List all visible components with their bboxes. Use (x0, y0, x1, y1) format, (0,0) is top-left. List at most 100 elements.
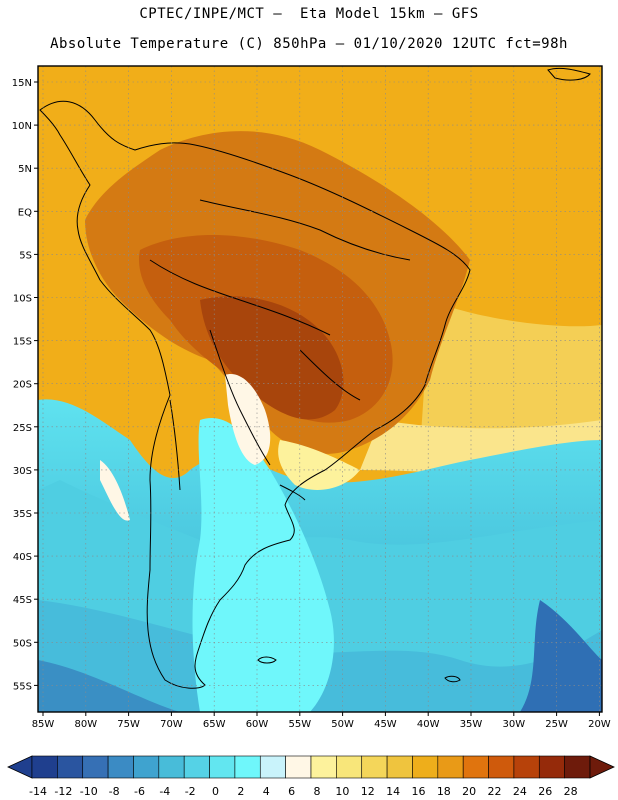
longitude-labels: 85W 80W 75W 70W 65W 60W 55W 50W 45W 40W 35W 30W 25W 2… (32, 712, 611, 730)
colorbar-swatch (133, 755, 160, 779)
lat-label: 45S (13, 595, 32, 606)
colorbar-swatch (361, 755, 388, 779)
colorbar-left-arrow (7, 755, 33, 779)
map-frame (37, 65, 603, 713)
colorbar-label: 0 (212, 785, 219, 798)
latitude-labels: 15N 10N 5N EQ 5S 10S 15S 20S 25S 30S 35S 40S 45S 50S 5… (12, 78, 38, 692)
colorbar-label: -12 (54, 785, 72, 798)
colorbar-label: 18 (437, 785, 451, 798)
colorbar-label: -4 (159, 785, 170, 798)
lon-label: 60W (246, 719, 269, 730)
lat-label: 10S (13, 294, 32, 305)
colorbar-swatch (336, 755, 363, 779)
colorbar-label: 10 (335, 785, 349, 798)
lat-label: 5S (19, 250, 32, 261)
caribbean-islands (547, 67, 591, 81)
cyan-core (192, 418, 334, 712)
colorbar-label: 28 (564, 785, 578, 798)
lon-label: 40W (417, 719, 440, 730)
colorbar-right-arrow (589, 755, 615, 779)
pale-tongue (225, 374, 271, 465)
colorbar-label: -10 (80, 785, 98, 798)
colorbar-swatch (564, 755, 591, 779)
rio-de-la-plata (279, 484, 306, 501)
lat-label: 35S (13, 509, 32, 520)
cold-band-3 (38, 660, 180, 712)
colorbar-label: 26 (538, 785, 552, 798)
colorbar-swatch (462, 755, 489, 779)
border-2 (149, 259, 331, 336)
colorbar-swatch (437, 755, 464, 779)
colorbar-swatch (107, 755, 134, 779)
lat-label: EQ (18, 207, 32, 218)
colorbar-label: -14 (29, 785, 47, 798)
south-georgia (444, 675, 461, 683)
border-1 (199, 199, 411, 261)
colorbar-label: -2 (185, 785, 196, 798)
colorbar-label: 6 (288, 785, 295, 798)
lat-label: 30S (13, 466, 32, 477)
lat-label: 15S (13, 337, 32, 348)
lon-label: 20W (588, 719, 611, 730)
falklands (257, 656, 277, 664)
lon-label: 85W (32, 719, 55, 730)
lon-label: 65W (203, 719, 226, 730)
colorbar-swatch (513, 755, 540, 779)
colorbar-swatch (209, 755, 236, 779)
colorbar: -14 -12 -10 -8 -6 -4 -2 0 2 4 6 8 10 12 14 16 18 20 22 24 26… (7, 755, 615, 798)
south-america-outline (39, 100, 471, 689)
subtropical-yellow-band (420, 300, 602, 460)
colorbar-label: 16 (411, 785, 425, 798)
colorbar-label: -8 (109, 785, 120, 798)
uruguay-pale (278, 440, 360, 490)
colorbar-label: 12 (361, 785, 375, 798)
lon-label: 80W (74, 719, 97, 730)
colorbar-label: 8 (314, 785, 321, 798)
colorbar-swatch (82, 755, 109, 779)
lon-label: 75W (117, 719, 140, 730)
colorbar-swatch (538, 755, 565, 779)
colorbar-swatch (310, 755, 337, 779)
colorbar-swatch (234, 755, 261, 779)
map-subtitle: Absolute Temperature (C) 850hPa – 01/10/… (50, 36, 568, 52)
lon-label: 70W (160, 719, 183, 730)
lon-label: 50W (331, 719, 354, 730)
colorbar-swatch (183, 755, 210, 779)
border-3 (209, 329, 271, 466)
continent-very-hot (200, 296, 344, 420)
colorbar-swatch (488, 755, 515, 779)
cold-band-4 (520, 600, 602, 712)
lon-label: 30W (502, 719, 525, 730)
lat-label: 55S (13, 681, 32, 692)
lat-label: 15N (12, 78, 32, 89)
colorbar-label: 20 (462, 785, 476, 798)
lon-label: 45W (374, 719, 397, 730)
lon-label: 25W (545, 719, 568, 730)
lon-label: 55W (288, 719, 311, 730)
lat-label: 20S (13, 380, 32, 391)
colorbar-swatch (386, 755, 413, 779)
lat-label: 5N (18, 164, 32, 175)
border-4 (299, 349, 361, 401)
lat-label: 10N (12, 121, 32, 132)
colorbar-swatch (158, 755, 185, 779)
colorbar-label: 22 (488, 785, 502, 798)
map-field (38, 66, 602, 712)
colorbar-swatch (31, 755, 58, 779)
colorbar-label: 2 (237, 785, 244, 798)
colorbar-label: 24 (513, 785, 527, 798)
colorbar-label: -6 (134, 785, 145, 798)
lat-label: 40S (13, 552, 32, 563)
colorbar-swatch (259, 755, 286, 779)
lat-label: 50S (13, 638, 32, 649)
map-title: CPTEC/INPE/MCT – Eta Model 15km – GFS (139, 6, 479, 22)
colorbar-label: 14 (386, 785, 400, 798)
colorbar-label: 4 (263, 785, 270, 798)
colorbar-swatch (57, 755, 84, 779)
coastline (39, 67, 591, 689)
lon-label: 35W (460, 719, 483, 730)
colorbar-swatch (285, 755, 312, 779)
lat-label: 25S (13, 423, 32, 434)
pale-coastal-patch (100, 460, 130, 521)
